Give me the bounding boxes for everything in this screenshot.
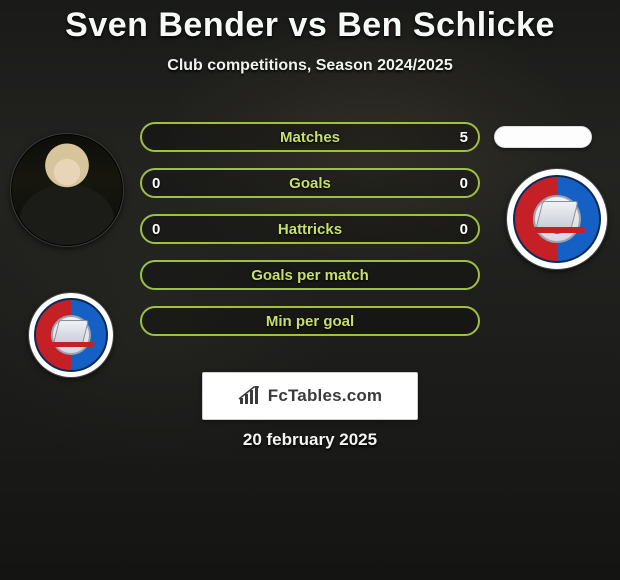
club-badge-right	[506, 168, 608, 270]
player-right-placeholder-pill	[494, 126, 592, 148]
stats-table: Matches 5 0 Goals 0 0 Hattricks 0 Goals …	[140, 122, 480, 352]
stat-right-value: 0	[426, 170, 468, 196]
stat-right-value	[426, 308, 468, 334]
stat-row-matches: Matches 5	[140, 122, 480, 152]
stat-row-goals-per-match: Goals per match	[140, 260, 480, 290]
bar-chart-icon	[238, 386, 262, 406]
player-left-avatar	[10, 133, 124, 247]
stat-right-value: 0	[426, 216, 468, 242]
stat-right-value	[426, 262, 468, 288]
stat-row-hattricks: 0 Hattricks 0	[140, 214, 480, 244]
stat-row-min-per-goal: Min per goal	[140, 306, 480, 336]
brand-text: FcTables.com	[268, 386, 383, 406]
footer-date: 20 february 2025	[0, 430, 620, 450]
brand-box: FcTables.com	[202, 372, 418, 420]
page-subtitle: Club competitions, Season 2024/2025	[0, 57, 620, 75]
stat-right-value: 5	[426, 124, 468, 150]
stat-row-goals: 0 Goals 0	[140, 168, 480, 198]
club-badge-left	[28, 292, 114, 378]
infographic-root: Sven Bender vs Ben Schlicke Club competi…	[0, 0, 620, 580]
page-title: Sven Bender vs Ben Schlicke	[0, 6, 620, 45]
